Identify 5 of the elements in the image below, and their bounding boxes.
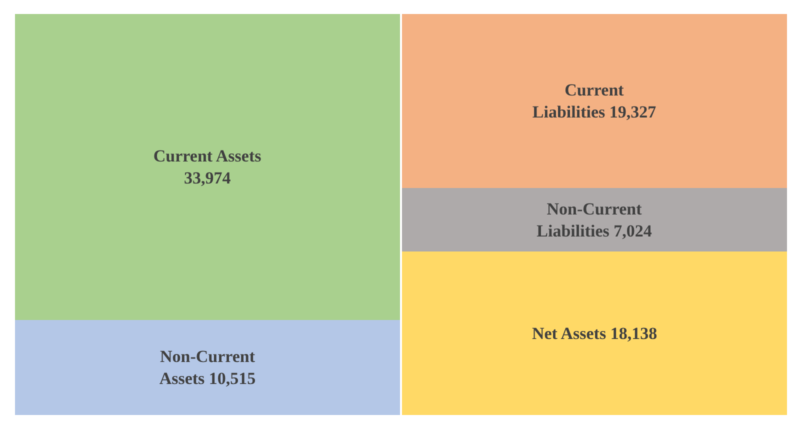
data-label: Non-Current Assets 10,515 bbox=[159, 347, 256, 388]
data-label: Current Liabilities 19,327 bbox=[532, 80, 657, 122]
data-label: Current Assets 33,974 bbox=[153, 146, 262, 188]
data-label: Non-Current Liabilities 7,024 bbox=[536, 199, 652, 240]
data-label: Net Assets 18,138 bbox=[532, 324, 658, 343]
